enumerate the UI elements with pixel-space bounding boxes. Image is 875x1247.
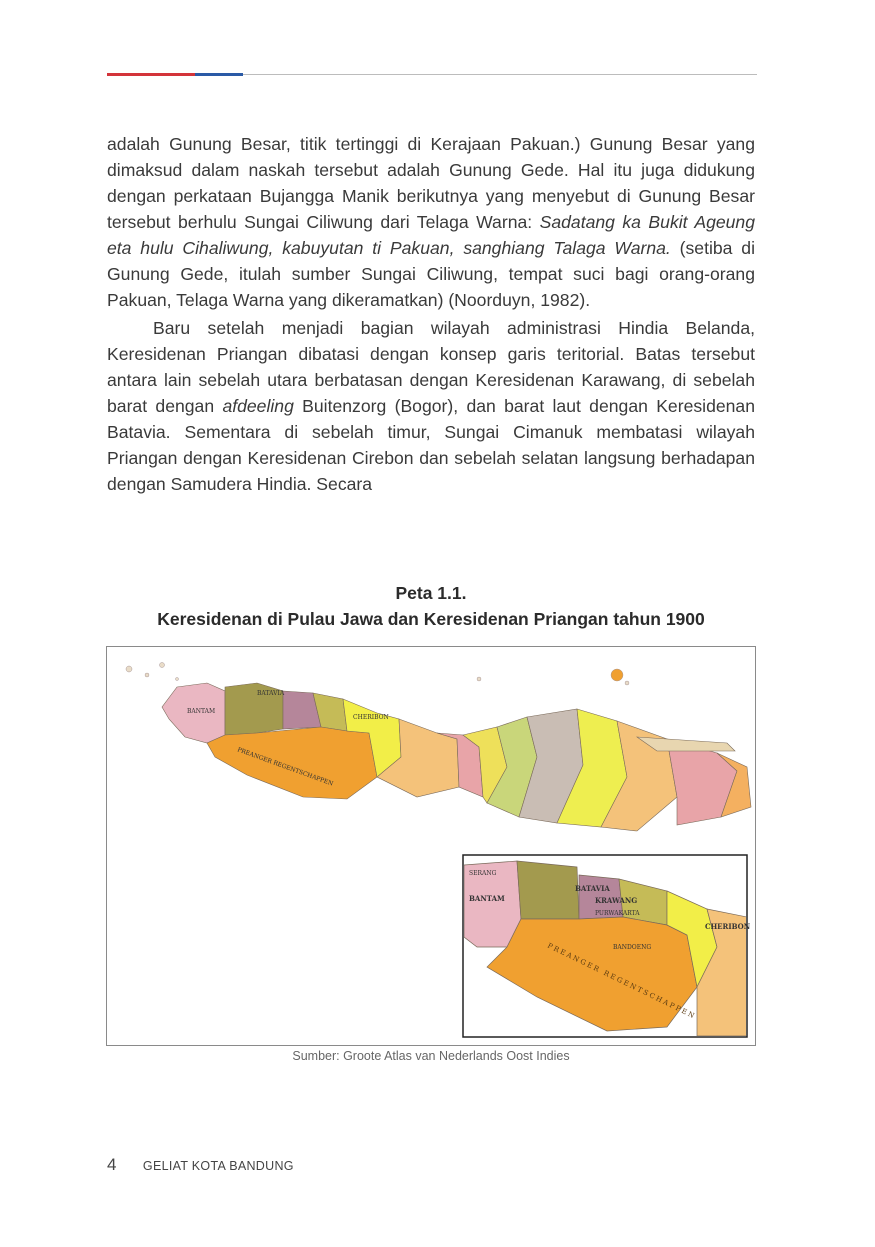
figure-source: Sumber: Groote Atlas van Nederlands Oost… — [292, 1049, 570, 1063]
paragraph-1-quote: Sadatang ka Bukit Ageung eta hulu Cihali… — [107, 212, 755, 258]
map-figure: BATAVIA BANTAM CHERIBON PREANGER REGENTS… — [106, 646, 756, 1046]
map-label-cheribon-main: CHERIBON — [353, 714, 389, 721]
map-label-batavia: BATAVIA — [575, 884, 610, 893]
paragraph-2: Baru setelah menjadi bagian wilayah admi… — [107, 315, 755, 497]
figure-number: Peta 1.1. — [395, 583, 467, 603]
region-east-tip — [716, 752, 752, 818]
paragraph-1: adalah Gunung Besar, titik tertinggi di … — [107, 131, 755, 313]
java-main — [161, 682, 752, 832]
paragraph-1-text-b: (setiba di Gunung Gede, itulah sumber Su… — [107, 238, 755, 310]
page-footer: 4 GELIAT KOTA BANDUNG — [107, 1155, 294, 1175]
paragraph-2-term: afdeeling — [222, 396, 294, 416]
map-label-batavia-main: BATAVIA — [257, 690, 285, 697]
page-number: 4 — [107, 1155, 117, 1174]
header-rule — [107, 73, 757, 76]
header-rule-red — [107, 73, 195, 76]
body-text: adalah Gunung Besar, titik tertinggi di … — [107, 131, 755, 497]
region-madura — [635, 736, 736, 752]
islands — [125, 662, 630, 686]
map-label-cheribon: CHERIBON — [705, 922, 751, 931]
map-label-bantam-main: BANTAM — [187, 708, 215, 715]
paragraph-1-text-a: adalah Gunung Besar, titik tertinggi di … — [107, 134, 755, 232]
paragraph-2-text-b: Buitenzorg (Bogor), dan barat laut denga… — [107, 396, 755, 494]
header-rule-blue — [195, 73, 243, 76]
book-title: GELIAT KOTA BANDUNG — [142, 1159, 294, 1173]
region-preanger — [206, 726, 378, 800]
inset-region-batavia — [516, 860, 580, 920]
map-label-bantam: BANTAM — [469, 894, 505, 903]
figure-caption: Peta 1.1. Keresidenan di Pulau Jawa dan … — [107, 580, 755, 632]
inset-map: BATAVIA BANTAM SERANG KRAWANG PURWAKARTA… — [462, 854, 751, 1038]
map-label-krawang: KRAWANG — [595, 896, 637, 905]
header-rule-gray — [243, 74, 757, 75]
java-map: BATAVIA BANTAM CHERIBON PREANGER REGENTS… — [125, 662, 752, 1038]
map-label-serang: SERANG — [469, 870, 497, 877]
map-label-purwakarta: PURWAKARTA — [595, 910, 640, 917]
map-label-bandoeng: BANDOENG — [613, 944, 651, 951]
figure-title: Keresidenan di Pulau Jawa dan Keresidena… — [157, 609, 705, 629]
inset-region-east — [696, 908, 746, 1036]
paragraph-2-text-a: Baru setelah menjadi bagian wilayah admi… — [107, 318, 755, 416]
